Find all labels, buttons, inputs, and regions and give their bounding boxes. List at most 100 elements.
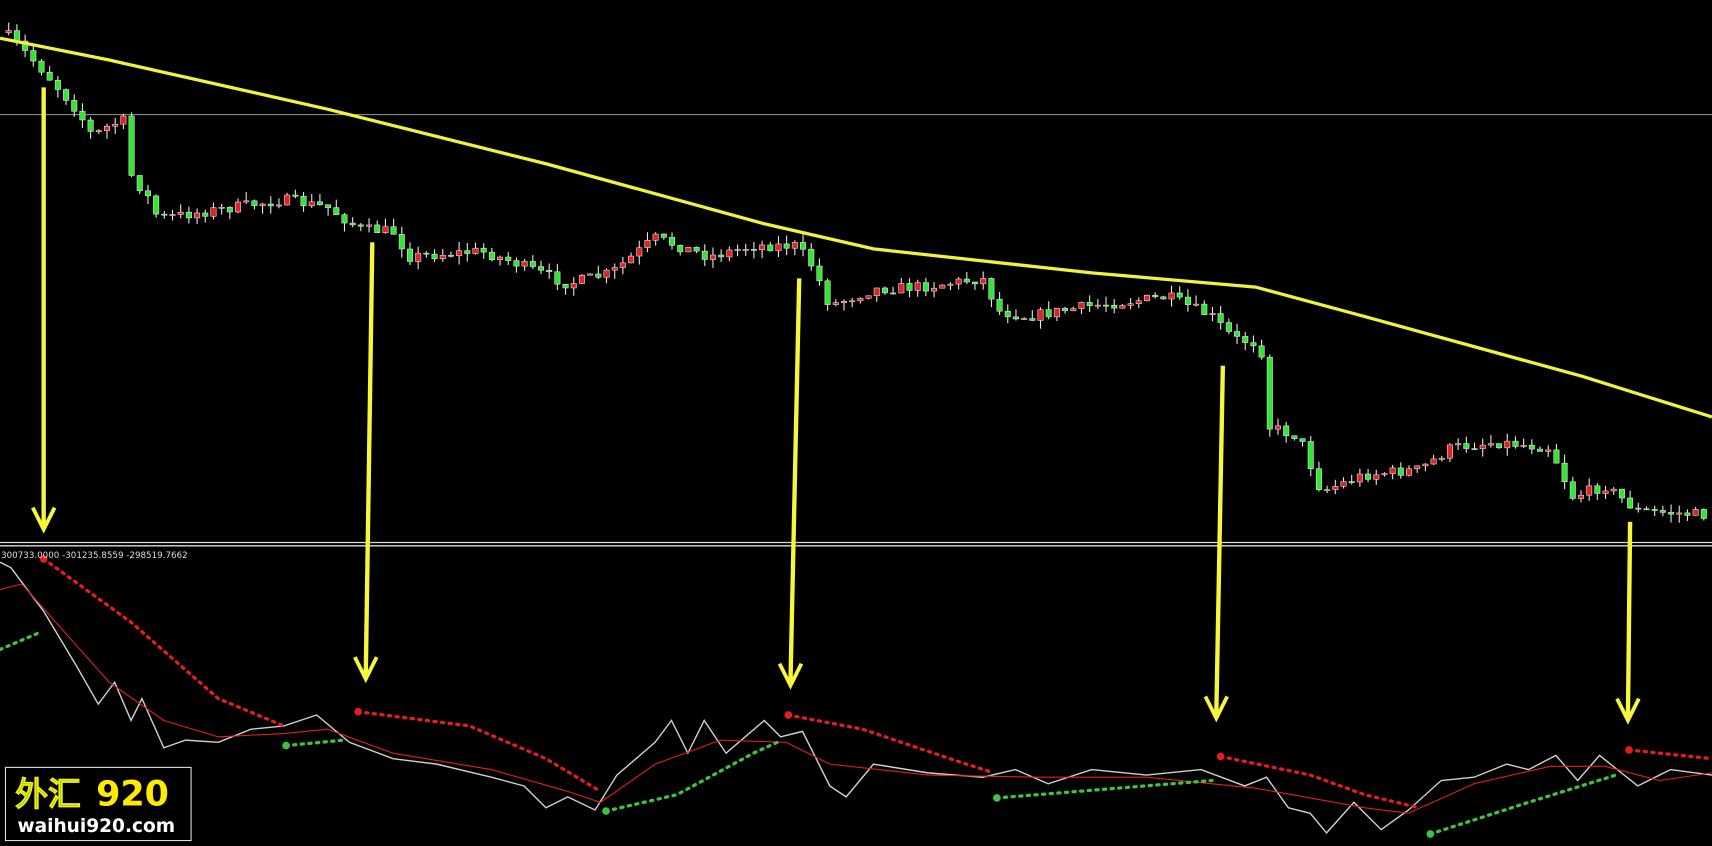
candle-body xyxy=(1381,473,1388,476)
candle-body xyxy=(808,249,815,267)
divergence-point xyxy=(993,794,1001,802)
candle-body xyxy=(849,300,856,303)
candle-body xyxy=(316,201,323,205)
candle-body xyxy=(38,60,45,73)
candle-body xyxy=(980,278,987,285)
divergence-point xyxy=(784,711,793,719)
candle-body xyxy=(1160,296,1167,300)
candle-body xyxy=(1176,292,1183,298)
candle-body xyxy=(349,222,356,226)
candle-body xyxy=(1004,310,1011,318)
arrow-head xyxy=(31,506,57,534)
logo-brand: 外汇 xyxy=(15,776,81,814)
candle-body xyxy=(1291,435,1298,439)
candle-body xyxy=(1553,449,1560,464)
candle-body xyxy=(595,273,602,278)
candle-body xyxy=(709,254,716,260)
candle-body xyxy=(1307,441,1314,469)
candle-body xyxy=(251,200,258,206)
divergence-point xyxy=(282,741,290,750)
candle-body xyxy=(1209,313,1216,315)
candle-body xyxy=(538,266,545,271)
candle-body xyxy=(472,247,479,254)
candle-body xyxy=(1012,316,1019,320)
moving-average xyxy=(0,36,1712,419)
arrow-head xyxy=(353,656,379,684)
candle-body xyxy=(374,224,381,233)
candle-body xyxy=(71,100,78,112)
candle-body xyxy=(1406,468,1413,476)
candle-body xyxy=(366,224,373,227)
divergence-point xyxy=(1625,746,1633,754)
candle-body xyxy=(546,269,553,273)
candle-body xyxy=(1422,463,1429,467)
candle-body xyxy=(726,249,733,258)
candle-body xyxy=(1086,302,1093,306)
candle-body xyxy=(1659,510,1666,513)
candle-body xyxy=(1569,481,1576,499)
arrows xyxy=(31,87,1641,725)
divergence-point xyxy=(354,707,362,716)
candle-body xyxy=(1496,443,1503,449)
candle-body xyxy=(816,265,823,282)
candle-body xyxy=(1127,303,1134,306)
candle-body xyxy=(1577,494,1584,499)
candle-body xyxy=(1119,305,1126,309)
candle-body xyxy=(194,212,201,219)
oscillator xyxy=(0,561,1712,834)
candle-body xyxy=(112,123,119,127)
signal-line xyxy=(0,583,1712,814)
divergence-line xyxy=(1219,754,1422,810)
candle-body xyxy=(1586,485,1593,496)
candle-body xyxy=(644,240,651,248)
candle-body xyxy=(1684,512,1691,516)
candle-body xyxy=(865,295,872,299)
candle-body xyxy=(79,110,86,121)
divergence-point xyxy=(39,555,48,563)
candle-body xyxy=(1455,443,1462,446)
candle-body xyxy=(398,234,405,250)
candle-body xyxy=(488,251,495,261)
candle-body xyxy=(636,247,643,257)
logo-box xyxy=(4,766,192,842)
candle-body xyxy=(660,233,667,238)
candle-body xyxy=(5,30,12,34)
candle-body xyxy=(652,233,659,241)
divergence-line xyxy=(356,710,603,794)
candle-body xyxy=(1266,356,1273,430)
candle-body xyxy=(1397,467,1404,476)
candle-body xyxy=(169,214,176,216)
candle-body xyxy=(1627,497,1634,509)
candle-body xyxy=(996,298,1003,312)
candle-body xyxy=(54,79,61,90)
arrow-head xyxy=(1203,695,1229,723)
divergence-line xyxy=(1627,748,1712,761)
candle-body xyxy=(1045,309,1052,318)
candle-body xyxy=(1340,481,1347,487)
candle-body xyxy=(1258,345,1265,358)
candle-body xyxy=(570,283,577,289)
candle-body xyxy=(1135,300,1142,304)
candle-body xyxy=(1692,509,1699,516)
candle-body xyxy=(185,211,192,219)
candle-body xyxy=(1356,473,1363,483)
candle-body xyxy=(775,243,782,252)
candle-body xyxy=(972,281,979,285)
candle-body xyxy=(881,287,888,294)
candle-body xyxy=(718,254,725,258)
candle-body xyxy=(529,261,536,267)
candle-body xyxy=(1463,443,1470,449)
candle-body xyxy=(144,190,151,197)
indicator-values: 300733.0000 -301235.8559 -298519.7662 xyxy=(1,551,188,561)
candle-body xyxy=(1324,489,1331,492)
candle-body xyxy=(1103,304,1110,307)
candle-body xyxy=(1676,512,1683,515)
candle-body xyxy=(1168,292,1175,300)
candles xyxy=(5,22,1707,523)
candle-body xyxy=(406,248,413,262)
divergence-line xyxy=(604,740,780,813)
candle-body xyxy=(554,271,561,285)
candle-body xyxy=(1242,336,1249,343)
logo: 外汇 920 waihui920.com xyxy=(4,766,192,842)
